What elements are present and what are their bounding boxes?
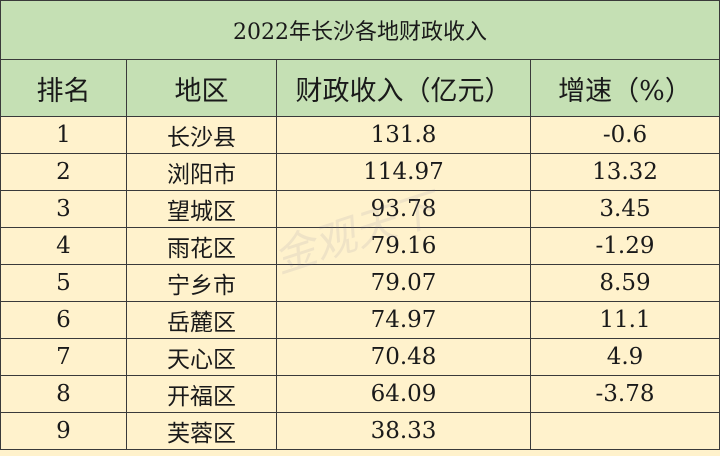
cell-region: 岳麓区 [126,301,277,339]
header-region: 地区 [126,59,277,117]
cell-revenue: 79.16 [276,227,531,265]
cell-rank: 6 [0,301,127,339]
cell-region: 浏阳市 [126,153,277,191]
cell-revenue: 38.33 [276,412,531,450]
table-title: 2022年长沙各地财政收入 [0,0,720,60]
title-row: 2022年长沙各地财政收入 [0,0,720,60]
cell-growth [530,412,720,450]
header-rank: 排名 [0,59,127,117]
cell-growth: 8.59 [530,264,720,302]
cell-rank: 9 [0,412,127,450]
table-row: 6 岳麓区 74.97 11.1 [0,301,720,339]
header-growth: 增速（%） [530,59,720,117]
header-row: 排名 地区 财政收入（亿元） 增速（%） [0,59,720,117]
cell-region: 开福区 [126,375,277,413]
table-row: 1 长沙县 131.8 -0.6 [0,116,720,154]
cell-growth: -3.78 [530,375,720,413]
cell-growth: 11.1 [530,301,720,339]
cell-rank: 3 [0,190,127,228]
cell-region: 长沙县 [126,116,277,154]
cell-region: 天心区 [126,338,277,376]
table-row: 9 芙蓉区 38.33 [0,412,720,450]
cell-rank: 5 [0,264,127,302]
header-revenue: 财政收入（亿元） [276,59,531,117]
cell-revenue: 70.48 [276,338,531,376]
cell-rank: 8 [0,375,127,413]
table-row: 4 雨花区 79.16 -1.29 [0,227,720,265]
cell-growth: -0.6 [530,116,720,154]
cell-revenue: 64.09 [276,375,531,413]
table-row: 8 开福区 64.09 -3.78 [0,375,720,413]
table-row: 5 宁乡市 79.07 8.59 [0,264,720,302]
cell-rank: 2 [0,153,127,191]
table-row: 7 天心区 70.48 4.9 [0,338,720,376]
cell-revenue: 114.97 [276,153,531,191]
cell-revenue: 93.78 [276,190,531,228]
table-row: 2 浏阳市 114.97 13.32 [0,153,720,191]
cell-region: 雨花区 [126,227,277,265]
cell-rank: 4 [0,227,127,265]
cell-rank: 7 [0,338,127,376]
cell-growth: 4.9 [530,338,720,376]
cell-growth: 3.45 [530,190,720,228]
cell-growth: 13.32 [530,153,720,191]
cell-revenue: 79.07 [276,264,531,302]
cell-rank: 1 [0,116,127,154]
cell-region: 望城区 [126,190,277,228]
cell-revenue: 131.8 [276,116,531,154]
cell-region: 宁乡市 [126,264,277,302]
cell-revenue: 74.97 [276,301,531,339]
cell-region: 芙蓉区 [126,412,277,450]
table-row: 3 望城区 93.78 3.45 [0,190,720,228]
cell-growth: -1.29 [530,227,720,265]
